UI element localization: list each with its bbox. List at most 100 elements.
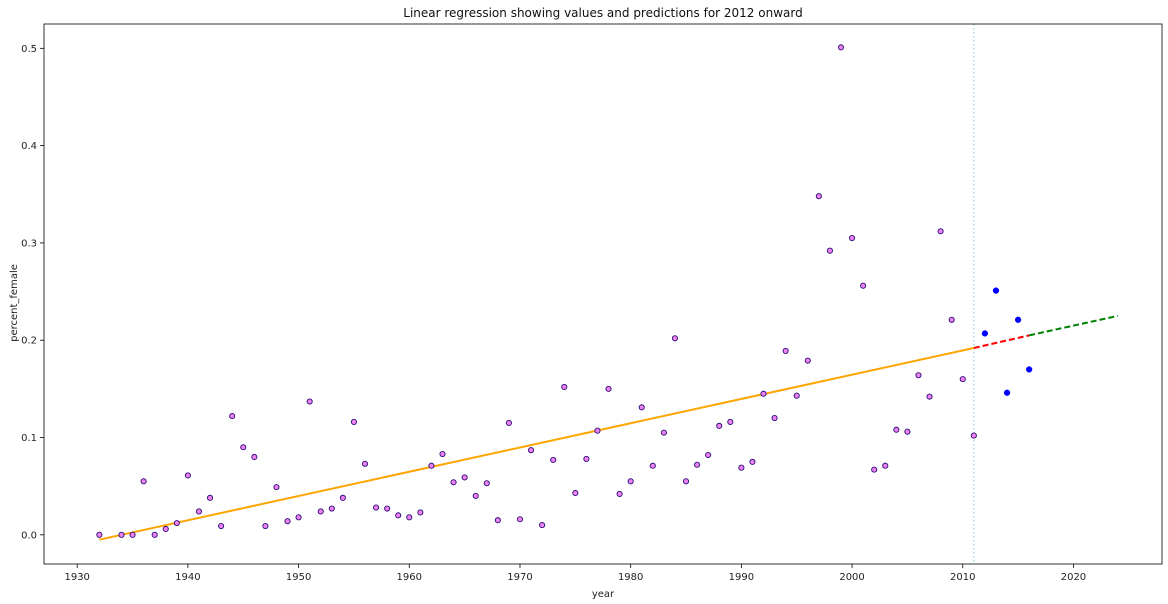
data-point (605, 385, 612, 392)
axis-ticks: 1930 1940 1950 1960 1970 1980 1990 2000 2010 2020… (21, 44, 1086, 583)
data-point (140, 478, 147, 485)
data-point (262, 523, 269, 530)
data-point (572, 489, 579, 497)
data-point (516, 516, 524, 523)
data-point (749, 458, 756, 465)
recent-data-point (981, 330, 989, 337)
x-tick-label: 1950 (286, 572, 311, 583)
data-point (970, 432, 977, 439)
data-point (804, 357, 811, 364)
data-point (295, 514, 302, 521)
data-point (483, 480, 490, 487)
data-point (118, 531, 125, 538)
data-point (616, 490, 623, 497)
data-point (417, 509, 424, 516)
data-point (738, 464, 745, 471)
data-point (350, 418, 357, 425)
recent-data-point (992, 287, 1000, 294)
prediction-line-near (973, 334, 1030, 349)
data-point (450, 479, 457, 486)
data-point (860, 282, 867, 289)
data-point (306, 398, 313, 405)
data-point (273, 484, 280, 491)
regression-line (99, 347, 975, 541)
data-point (206, 494, 214, 501)
plot-area (96, 24, 1118, 564)
x-axis-title: year (592, 589, 615, 600)
recent-data-point (1014, 316, 1022, 323)
data-point (151, 531, 158, 538)
x-tick-label: 2020 (1061, 572, 1086, 583)
data-point (240, 444, 247, 451)
y-tick-label: 0.5 (21, 44, 37, 55)
data-point (948, 316, 955, 323)
data-point (395, 512, 402, 519)
data-point (837, 44, 845, 51)
data-point (771, 415, 778, 422)
data-point (926, 393, 933, 400)
data-point (594, 427, 601, 434)
data-point (328, 505, 335, 512)
data-point (882, 462, 889, 469)
data-point (893, 426, 900, 433)
y-tick-label: 0.1 (21, 433, 37, 444)
data-point (550, 456, 557, 463)
x-tick-label: 2000 (839, 572, 864, 583)
data-point (184, 472, 191, 479)
y-axis-title: percent_female (9, 264, 20, 342)
data-point (826, 247, 833, 254)
data-point (494, 517, 501, 524)
data-point (505, 419, 512, 426)
data-point (218, 523, 225, 530)
data-point (760, 390, 767, 397)
plot-frame (43, 23, 1163, 565)
data-point (660, 429, 667, 436)
data-point (229, 413, 236, 420)
x-tick-label: 1980 (618, 572, 643, 583)
data-point (649, 462, 656, 469)
recent-data-point (1003, 389, 1011, 396)
data-point (317, 508, 324, 515)
data-point (682, 478, 690, 485)
data-point (915, 372, 922, 379)
data-point (849, 235, 856, 242)
data-point (793, 392, 800, 399)
data-point (904, 428, 911, 435)
prediction-line-far (1028, 314, 1118, 337)
data-point (694, 461, 701, 468)
data-point (195, 508, 203, 515)
data-point (815, 193, 822, 200)
x-tick-label: 1970 (507, 572, 532, 583)
data-point (716, 422, 723, 429)
data-point (173, 520, 180, 527)
data-point (627, 478, 634, 485)
x-tick-label: 1990 (729, 572, 754, 583)
data-point (472, 492, 479, 499)
data-point (782, 347, 789, 354)
data-point (361, 460, 369, 467)
data-point (705, 451, 712, 459)
recent-data-point (1026, 366, 1033, 373)
x-tick-label: 2010 (950, 572, 975, 583)
data-point (561, 383, 568, 390)
data-point (373, 504, 380, 511)
y-tick-label: 0.0 (21, 530, 37, 541)
data-point (129, 531, 136, 538)
y-tick-label: 0.3 (21, 238, 37, 249)
data-point (671, 335, 679, 342)
y-tick-label: 0.2 (21, 336, 37, 347)
data-point (251, 453, 258, 461)
data-point (428, 462, 435, 469)
data-point (384, 505, 391, 512)
data-point (937, 228, 944, 235)
data-point (871, 466, 878, 473)
data-point (638, 404, 645, 411)
data-point (162, 525, 169, 533)
x-tick-label: 1930 (64, 572, 89, 583)
data-point (727, 418, 734, 425)
data-point (339, 494, 346, 501)
data-point (406, 514, 413, 521)
y-tick-label: 0.4 (21, 141, 37, 152)
